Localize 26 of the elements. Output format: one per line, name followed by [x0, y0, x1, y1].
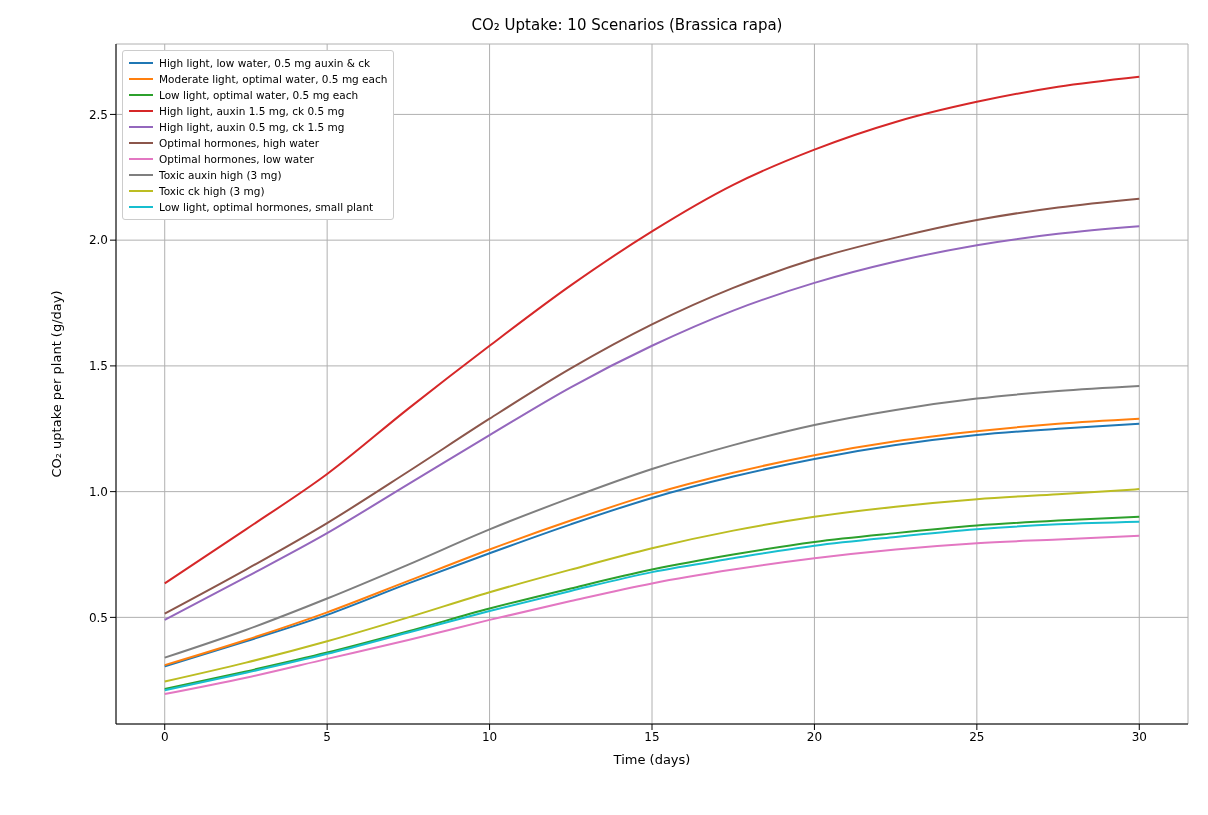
- x-tick-label: 30: [1131, 729, 1147, 744]
- legend-label: High light, auxin 1.5 mg, ck 0.5 mg: [159, 105, 345, 117]
- y-tick-label: 0.5: [88, 610, 108, 625]
- y-tick-label: 2.5: [88, 107, 108, 122]
- legend-label: Toxic auxin high (3 mg): [159, 169, 282, 181]
- x-tick-label: 5: [323, 729, 331, 744]
- x-tick-label: 0: [160, 729, 169, 744]
- x-tick-label: 25: [969, 729, 985, 744]
- legend-label: Optimal hormones, low water: [159, 153, 315, 165]
- chart-title: CO₂ Uptake: 10 Scenarios (Brassica rapa): [471, 16, 783, 34]
- legend-label: Low light, optimal water, 0.5 mg each: [159, 89, 359, 101]
- legend-label: Low light, optimal hormones, small plant: [159, 201, 374, 213]
- x-tick-label: 15: [644, 729, 660, 744]
- legend-label: High light, auxin 0.5 mg, ck 1.5 mg: [159, 121, 345, 133]
- x-axis-title: Time (days): [612, 752, 691, 767]
- y-axis-title: CO₂ uptake per plant (g/day): [48, 290, 64, 478]
- y-tick-label: 2.0: [88, 233, 108, 248]
- y-tick-label: 1.5: [88, 359, 108, 374]
- line-series: [163, 488, 1141, 683]
- legend-label: Optimal hormones, high water: [159, 137, 320, 149]
- legend-label: Moderate light, optimal water, 0.5 mg each: [159, 73, 388, 85]
- legend-label: High light, low water, 0.5 mg auxin & ck: [159, 57, 371, 69]
- y-tick-label: 1.0: [88, 484, 108, 499]
- x-tick-label: 10: [481, 729, 498, 744]
- legend-label: Toxic ck high (3 mg): [159, 185, 265, 197]
- x-tick-label: 20: [806, 729, 823, 744]
